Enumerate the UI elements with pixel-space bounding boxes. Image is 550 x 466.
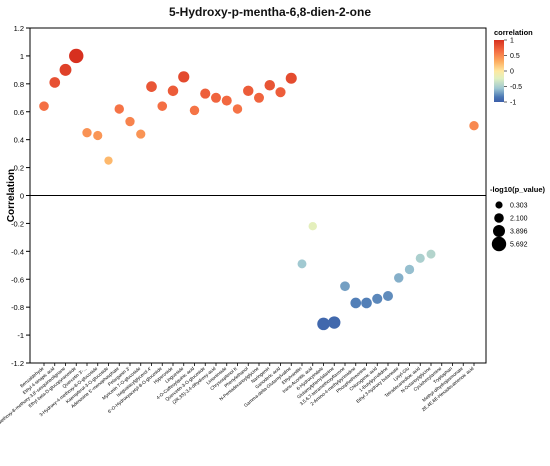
size-legend-dot bbox=[493, 225, 505, 237]
data-point bbox=[317, 317, 330, 331]
color-legend-tick-label: 1 bbox=[510, 38, 514, 45]
y-tick-label: 0.8 bbox=[14, 80, 24, 89]
data-point bbox=[93, 130, 103, 141]
data-point bbox=[404, 264, 415, 275]
chart-title: 5-Hydroxy-p-mentha-6,8-dien-2-one bbox=[169, 5, 371, 19]
data-point bbox=[200, 88, 211, 99]
color-legend-tick-label: 0 bbox=[510, 69, 514, 76]
data-point bbox=[264, 79, 276, 91]
y-tick-label: -0.4 bbox=[11, 247, 24, 256]
data-point bbox=[178, 71, 190, 83]
y-tick-label: -1.2 bbox=[11, 359, 24, 368]
size-legend-dot bbox=[495, 201, 503, 209]
size-legend-dot bbox=[491, 236, 507, 252]
data-point bbox=[243, 85, 254, 97]
data-point bbox=[426, 249, 436, 259]
data-point bbox=[415, 253, 425, 263]
data-point bbox=[254, 92, 264, 103]
data-point bbox=[308, 222, 317, 231]
data-point bbox=[372, 293, 383, 304]
axes: 1.2 1 0.8 0.6 0.4 0.2 0 -0.2 -0.4 -0.6 -0.8 -1 -1.2 C… bbox=[6, 24, 487, 368]
data-point bbox=[394, 273, 404, 283]
size-legend-label: 5.692 bbox=[510, 242, 528, 249]
color-legend-bar bbox=[494, 40, 504, 102]
y-tick-label: -0.8 bbox=[11, 303, 24, 312]
size-legend-label: 3.896 bbox=[510, 229, 528, 236]
size-legend-label: 0.303 bbox=[510, 203, 528, 210]
y-tick-label: -0.6 bbox=[11, 275, 24, 284]
color-legend-tick-label: 0.5 bbox=[510, 53, 520, 60]
size-legend-dot bbox=[494, 213, 504, 223]
color-legend-tick-label: -0.5 bbox=[510, 84, 522, 91]
data-point bbox=[125, 116, 135, 127]
data-point bbox=[232, 104, 243, 114]
data-point bbox=[221, 95, 232, 106]
data-point bbox=[297, 259, 307, 269]
y-tick-label: 1.2 bbox=[14, 24, 24, 33]
y-tick-label: 0.6 bbox=[14, 108, 24, 117]
data-point bbox=[157, 101, 168, 111]
data-point bbox=[136, 129, 146, 139]
data-point bbox=[146, 81, 157, 92]
data-point bbox=[340, 281, 350, 292]
y-tick-label: 0 bbox=[20, 192, 24, 201]
data-point bbox=[82, 128, 92, 138]
y-tick-label: -1 bbox=[17, 331, 24, 340]
data-point bbox=[167, 85, 179, 97]
data-point bbox=[104, 156, 113, 165]
data-point bbox=[114, 104, 124, 114]
data-points bbox=[39, 48, 479, 331]
data-point bbox=[361, 297, 372, 309]
size-legend-title: -log10(p_value) bbox=[490, 185, 546, 194]
y-tick-label: -0.2 bbox=[11, 219, 24, 228]
data-point bbox=[69, 48, 84, 64]
data-point bbox=[59, 63, 72, 76]
data-point bbox=[285, 72, 297, 84]
y-axis-label: Correlation bbox=[6, 169, 17, 222]
data-point bbox=[39, 101, 49, 111]
data-point bbox=[275, 87, 286, 98]
y-tick-label: 0.4 bbox=[14, 136, 24, 145]
color-legend-title: correlation bbox=[494, 28, 533, 37]
data-point bbox=[469, 121, 479, 131]
data-point bbox=[328, 316, 341, 329]
size-legend: -log10(p_value) 0.303 2.100 3.896 5.692 bbox=[490, 185, 546, 252]
y-tick-label: 0.2 bbox=[14, 164, 24, 173]
size-legend-label: 2.100 bbox=[510, 216, 528, 223]
data-point bbox=[49, 77, 61, 88]
y-tick-label: 1 bbox=[20, 52, 24, 61]
data-point bbox=[189, 105, 200, 116]
data-point bbox=[383, 291, 393, 301]
color-legend-tick-label: -1 bbox=[510, 100, 516, 107]
data-point bbox=[350, 297, 362, 309]
data-point bbox=[211, 92, 221, 103]
